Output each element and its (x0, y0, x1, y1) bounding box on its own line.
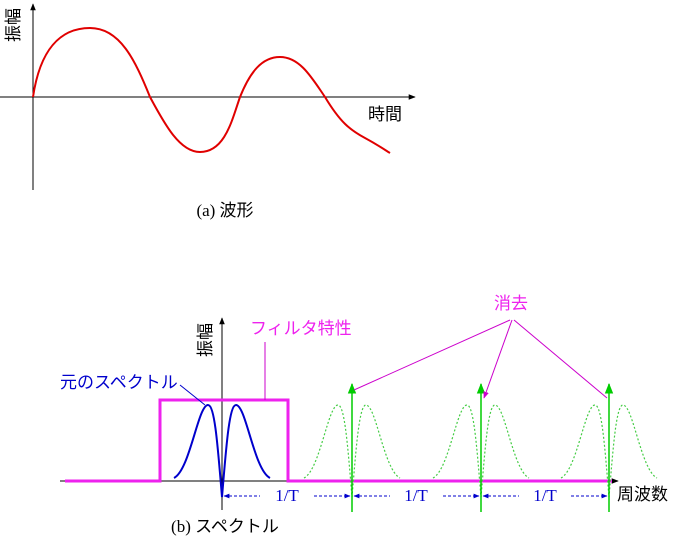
period-label: 1/T (533, 486, 557, 505)
caption: (a) 波形 (196, 201, 253, 220)
removed-label: 消去 (494, 294, 528, 313)
x-axis-label: 周波数 (617, 485, 668, 504)
y-axis-label: 振幅 (196, 323, 215, 357)
filter-response (65, 398, 612, 483)
x-axis-label: 時間 (368, 105, 402, 124)
y-axis-label: 振幅 (4, 8, 23, 42)
pointer-line (353, 319, 511, 391)
pointer-line (179, 384, 206, 406)
period-label: 1/T (275, 486, 299, 505)
spectrum-label: 元のスペクトル (60, 373, 178, 392)
waveform (32, 26, 391, 154)
period-label: 1/T (404, 486, 428, 505)
filter-label: フィルタ特性 (250, 319, 352, 338)
pointer-line (483, 319, 513, 399)
original-spectrum (173, 403, 271, 498)
caption: (b) スペクトル (171, 517, 279, 536)
pointer-line (513, 319, 608, 399)
